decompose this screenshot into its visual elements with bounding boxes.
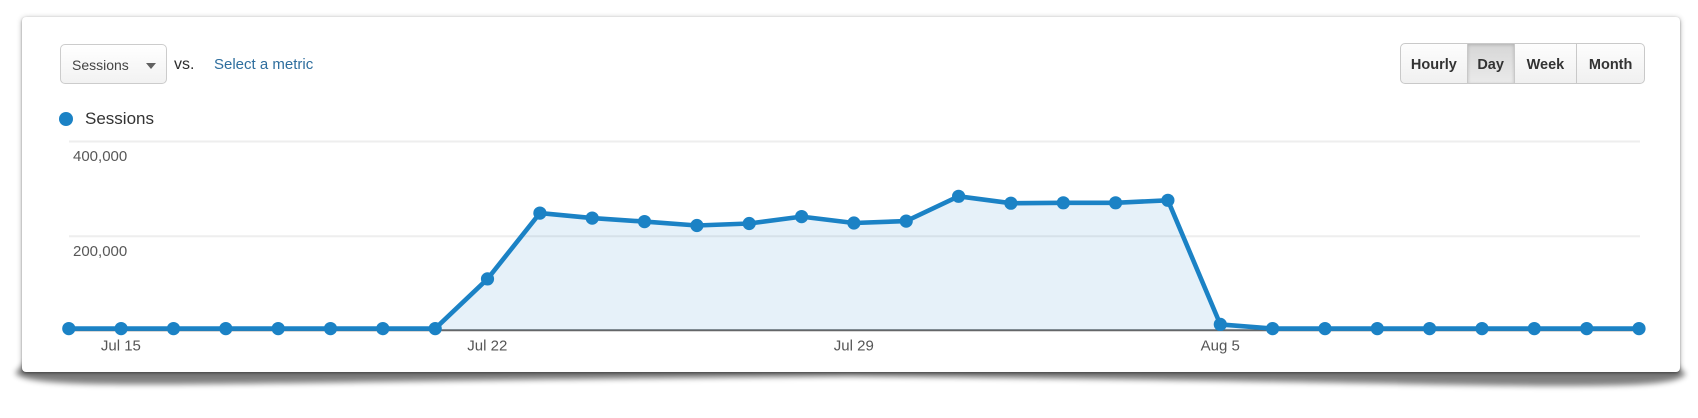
svg-text:200,000: 200,000: [73, 243, 127, 260]
svg-text:400,000: 400,000: [73, 148, 127, 165]
svg-text:Aug 5: Aug 5: [1201, 338, 1240, 355]
svg-text:Jul 15: Jul 15: [101, 338, 141, 355]
svg-text:Jul 29: Jul 29: [834, 338, 874, 355]
svg-text:Jul 22: Jul 22: [467, 338, 507, 355]
